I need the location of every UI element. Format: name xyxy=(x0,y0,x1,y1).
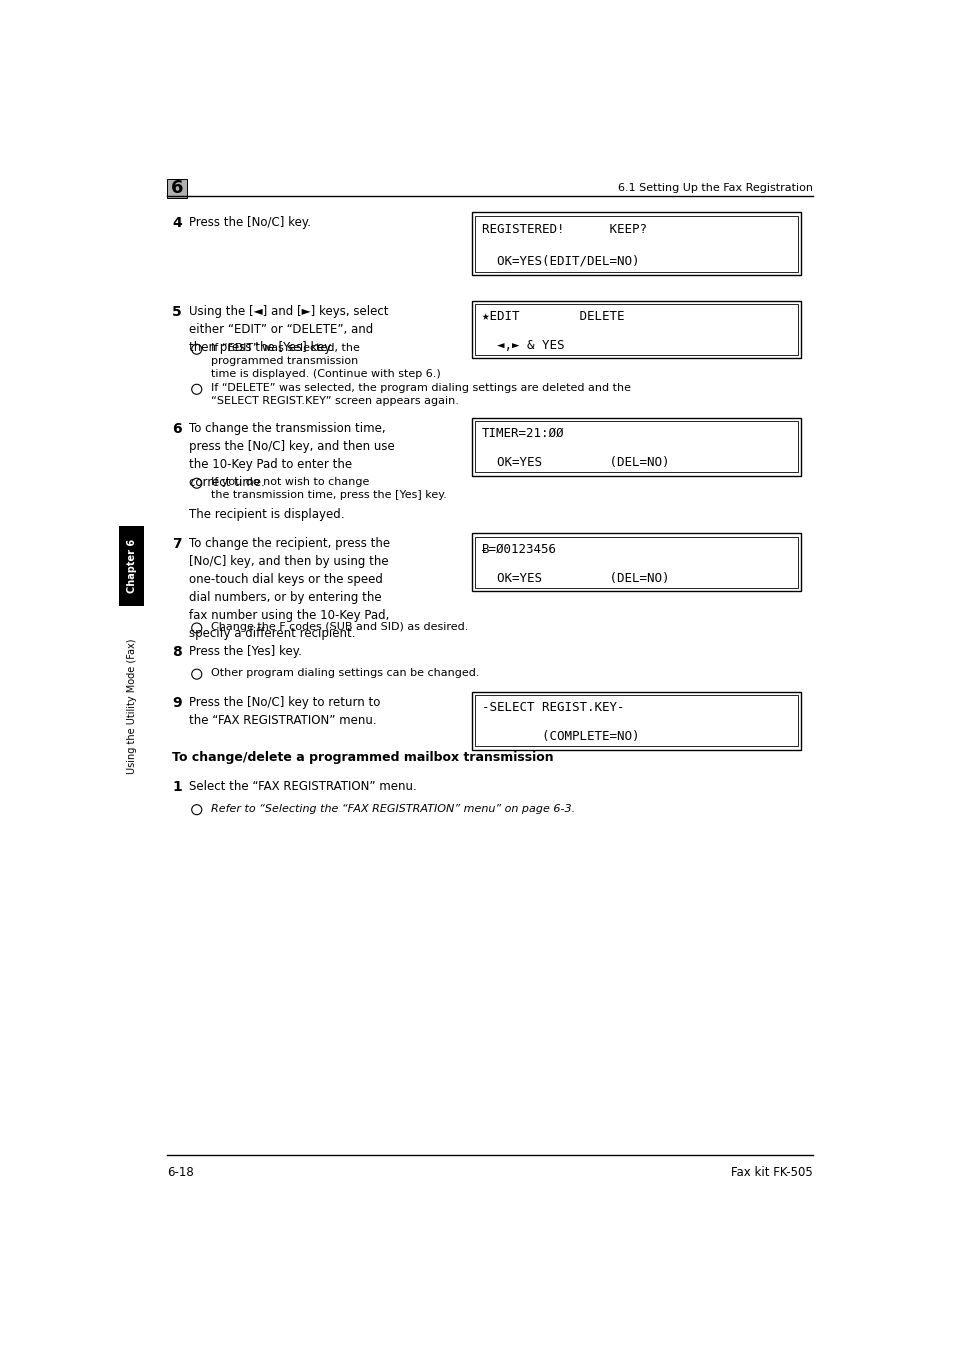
Bar xyxy=(472,301,801,358)
Text: REGISTERED!      KEEP?: REGISTERED! KEEP? xyxy=(481,223,646,236)
Bar xyxy=(475,216,797,272)
Text: If you do not wish to change
the transmission time, press the [Yes] key.: If you do not wish to change the transmi… xyxy=(211,477,446,500)
Text: 9: 9 xyxy=(172,696,181,709)
Text: Refer to “Selecting the “FAX REGISTRATION” menu” on page 6-3.: Refer to “Selecting the “FAX REGISTRATIO… xyxy=(211,804,575,813)
Text: Press the [No/C] key.: Press the [No/C] key. xyxy=(189,216,311,230)
Text: OK=YES         (DEL=NO): OK=YES (DEL=NO) xyxy=(481,457,669,469)
Text: Press the [No/C] key to return to
the “FAX REGISTRATION” menu.: Press the [No/C] key to return to the “F… xyxy=(189,696,380,727)
Text: OK=YES(EDIT/DEL=NO): OK=YES(EDIT/DEL=NO) xyxy=(481,254,639,267)
Text: ★EDIT        DELETE: ★EDIT DELETE xyxy=(481,311,624,323)
Bar xyxy=(475,422,797,471)
Text: 4: 4 xyxy=(172,216,181,230)
Text: 8: 8 xyxy=(172,644,181,659)
Text: ◄,► & YES: ◄,► & YES xyxy=(481,339,564,353)
Bar xyxy=(475,304,797,355)
Text: The recipient is displayed.: The recipient is displayed. xyxy=(189,508,344,521)
Text: 7: 7 xyxy=(172,538,181,551)
Text: Ƀ=Ø0123456: Ƀ=Ø0123456 xyxy=(481,543,557,555)
Text: TIMER=21:ØØ: TIMER=21:ØØ xyxy=(481,427,564,440)
Text: 5: 5 xyxy=(172,304,181,319)
Text: 6.1 Setting Up the Fax Registration: 6.1 Setting Up the Fax Registration xyxy=(618,184,812,193)
Bar xyxy=(167,180,187,197)
Text: OK=YES         (DEL=NO): OK=YES (DEL=NO) xyxy=(481,571,669,585)
Bar xyxy=(472,212,801,276)
Text: To change the transmission time,
press the [No/C] key, and then use
the 10-Key P: To change the transmission time, press t… xyxy=(189,422,395,489)
Text: 6-18: 6-18 xyxy=(167,1166,193,1179)
Bar xyxy=(119,526,144,607)
Text: Chapter 6: Chapter 6 xyxy=(127,539,136,593)
Text: Select the “FAX REGISTRATION” menu.: Select the “FAX REGISTRATION” menu. xyxy=(189,781,416,793)
Text: 1: 1 xyxy=(172,781,181,794)
Text: Using the [◄] and [►] keys, select
either “EDIT” or “DELETE”, and
then press the: Using the [◄] and [►] keys, select eithe… xyxy=(189,304,388,354)
Text: 6: 6 xyxy=(171,180,183,197)
Text: If “DELETE” was selected, the program dialing settings are deleted and the
“SELE: If “DELETE” was selected, the program di… xyxy=(211,384,630,407)
Text: Change the F codes (SUB and SID) as desired.: Change the F codes (SUB and SID) as desi… xyxy=(211,621,468,632)
Bar xyxy=(472,534,801,590)
Text: If “EDIT” was selected, the
programmed transmission
time is displayed. (Continue: If “EDIT” was selected, the programmed t… xyxy=(211,343,440,380)
Text: Other program dialing settings can be changed.: Other program dialing settings can be ch… xyxy=(211,667,478,678)
Bar xyxy=(472,417,801,476)
Text: To change the recipient, press the
[No/C] key, and then by using the
one-touch d: To change the recipient, press the [No/C… xyxy=(189,538,390,640)
Text: -SELECT REGIST.KEY-: -SELECT REGIST.KEY- xyxy=(481,701,624,715)
Bar xyxy=(475,696,797,746)
Text: Press the [Yes] key.: Press the [Yes] key. xyxy=(189,644,301,658)
Bar xyxy=(472,692,801,750)
Text: Using the Utility Mode (Fax): Using the Utility Mode (Fax) xyxy=(127,639,136,774)
Text: (COMPLETE=NO): (COMPLETE=NO) xyxy=(481,730,639,743)
Text: Fax kit FK-505: Fax kit FK-505 xyxy=(730,1166,812,1179)
Text: 6: 6 xyxy=(172,422,181,435)
Text: To change/delete a programmed mailbox transmission: To change/delete a programmed mailbox tr… xyxy=(172,751,553,765)
Bar xyxy=(475,536,797,588)
